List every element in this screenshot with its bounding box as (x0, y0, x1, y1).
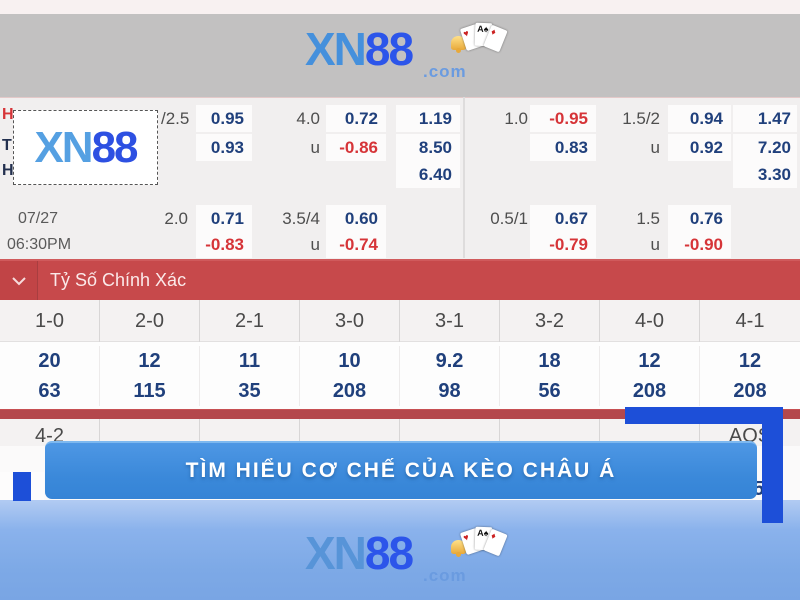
highlight-rectangle-left (13, 472, 31, 501)
watermark-88-text: 88 (91, 122, 139, 172)
ou-line: 4.0 (296, 108, 320, 128)
score-odds-cell[interactable]: 10 (300, 346, 400, 376)
odds-cell[interactable]: 0.67 (530, 205, 596, 232)
score-header (400, 419, 500, 446)
score-odds-cell[interactable]: 208 (600, 376, 700, 406)
score-odds-cell[interactable]: 115 (100, 376, 200, 406)
logo-xn-text: XN (305, 23, 367, 75)
xn88-footer-logo: XN88 .com ♥ A♠ ♦ (305, 526, 508, 588)
score-odds-cell[interactable]: 9.2 (400, 346, 500, 376)
section-bar-correct-score: Tỷ Số Chính Xác (0, 259, 800, 300)
xn88-logo: XN88 .com ♥ A♠ ♦ (305, 22, 508, 84)
score-header: 4-0 (600, 300, 700, 342)
logo-xn-text: XN (305, 527, 367, 579)
score-odds-cell[interactable]: 63 (0, 376, 100, 406)
score-header: 1-0 (0, 300, 100, 342)
score-header: 2-0 (100, 300, 200, 342)
handicap-line: 1.0 (504, 108, 528, 128)
logo-88-text: 88 (364, 23, 414, 75)
table-divider (463, 97, 465, 258)
odds-cell[interactable]: 0.60 (326, 205, 386, 232)
odds-cell[interactable]: 0.95 (196, 105, 252, 132)
score-odds-cell[interactable]: 12 (738, 350, 762, 372)
ou-line: 3.5/4 (282, 208, 320, 228)
chevron-down-icon (11, 276, 26, 285)
score-odds-cell[interactable]: 56 (500, 376, 600, 406)
odds-cell[interactable]: -0.83 (196, 231, 252, 258)
highlight-rectangle-top (625, 407, 783, 424)
score-header: 3-1 (400, 300, 500, 342)
promo-banner-text: TÌM HIỂU CƠ CHẾ CỦA KÈO CHÂU Á (185, 459, 617, 482)
odds-cell[interactable]: -0.90 (668, 231, 731, 258)
odds-cell[interactable]: 0.76 (668, 205, 731, 232)
score-header: 2-1 (200, 300, 300, 342)
score-odds-cell[interactable]: 12 (600, 346, 700, 376)
logo-88-text: 88 (364, 527, 414, 579)
score-header (200, 419, 300, 446)
odds-cell[interactable]: 0.92 (668, 134, 731, 161)
odds-cell[interactable]: 0.93 (196, 134, 252, 161)
odds-cell[interactable]: 1.47 (733, 105, 797, 132)
team-name-cut: H (2, 106, 14, 123)
logo-dotcom-text: .com (423, 62, 467, 81)
under-label: u (310, 234, 320, 254)
team-name-cut: H (2, 162, 14, 179)
odds-cell[interactable]: 0.72 (326, 105, 386, 132)
score-odds-cell[interactable]: 18 (500, 346, 600, 376)
score-header (500, 419, 600, 446)
score-odds-cell[interactable]: 12 (100, 346, 200, 376)
handicap-line: 2.0 (164, 208, 188, 228)
match-time: 06:30PM (7, 235, 72, 253)
handicap-line: 0.5/1 (490, 208, 528, 228)
odds-cell[interactable]: 3.30 (733, 161, 797, 188)
score-odds-cell[interactable]: 11 (200, 346, 300, 376)
score-header-row: 1-0 2-0 2-1 3-0 3-1 3-2 4-0 4-1 (0, 300, 800, 342)
section-title: Tỷ Số Chính Xác (50, 270, 187, 290)
score-header: 3-0 (300, 300, 400, 342)
header-band: XN88 .com ♥ A♠ ♦ (0, 14, 800, 97)
score-header: 3-2 (500, 300, 600, 342)
score-header (100, 419, 200, 446)
score-odds-cell[interactable]: 208 (300, 376, 400, 406)
ou-line: 1.5 (636, 208, 660, 228)
under-label: u (650, 234, 660, 254)
match-date: 07/27 (18, 209, 59, 227)
collapse-button[interactable] (0, 261, 38, 300)
handicap-line: /2.5 (161, 108, 190, 128)
score-header: 4-1 (735, 310, 765, 332)
score-odds-cell[interactable]: 208 (733, 380, 767, 402)
odds-cell[interactable]: -0.79 (530, 231, 596, 258)
score-odds-cell[interactable]: 98 (400, 376, 500, 406)
odds-cell[interactable]: 6.40 (396, 161, 460, 188)
section-divider (0, 409, 800, 419)
score-odds-cell[interactable]: 35 (200, 376, 300, 406)
odds-cell[interactable]: 0.71 (196, 205, 252, 232)
score-header (300, 419, 400, 446)
footer: XN88 .com ♥ A♠ ♦ (0, 500, 800, 600)
promo-banner[interactable]: TÌM HIỂU CƠ CHẾ CỦA KÈO CHÂU Á (45, 441, 757, 499)
xn88-watermark: XN 88 (13, 110, 158, 185)
score-header (600, 419, 700, 446)
odds-cell[interactable]: 7.20 (733, 134, 797, 161)
score-odds-cell[interactable]: 20 (0, 346, 100, 376)
team-name-cut: T (2, 137, 12, 154)
highlight-rectangle-right (762, 407, 783, 523)
odds-cell[interactable]: -0.74 (326, 231, 386, 258)
odds-cell[interactable]: 0.94 (668, 105, 731, 132)
logo-dotcom-text: .com (423, 566, 467, 585)
ou-line: 1.5/2 (622, 108, 660, 128)
watermark-xn-text: XN (34, 122, 93, 172)
under-label: u (310, 137, 320, 157)
top-strip (0, 0, 800, 14)
odds-cell[interactable]: 1.19 (396, 105, 460, 132)
odds-cell[interactable]: -0.86 (326, 134, 386, 161)
odds-cell[interactable]: -0.95 (530, 105, 596, 132)
odds-cell[interactable]: 8.50 (396, 134, 460, 161)
score-odds-rows: 20 12 11 10 9.2 18 12 12 63 115 35 208 9… (0, 342, 800, 409)
under-label: u (650, 137, 660, 157)
odds-cell[interactable]: 0.83 (530, 134, 596, 161)
